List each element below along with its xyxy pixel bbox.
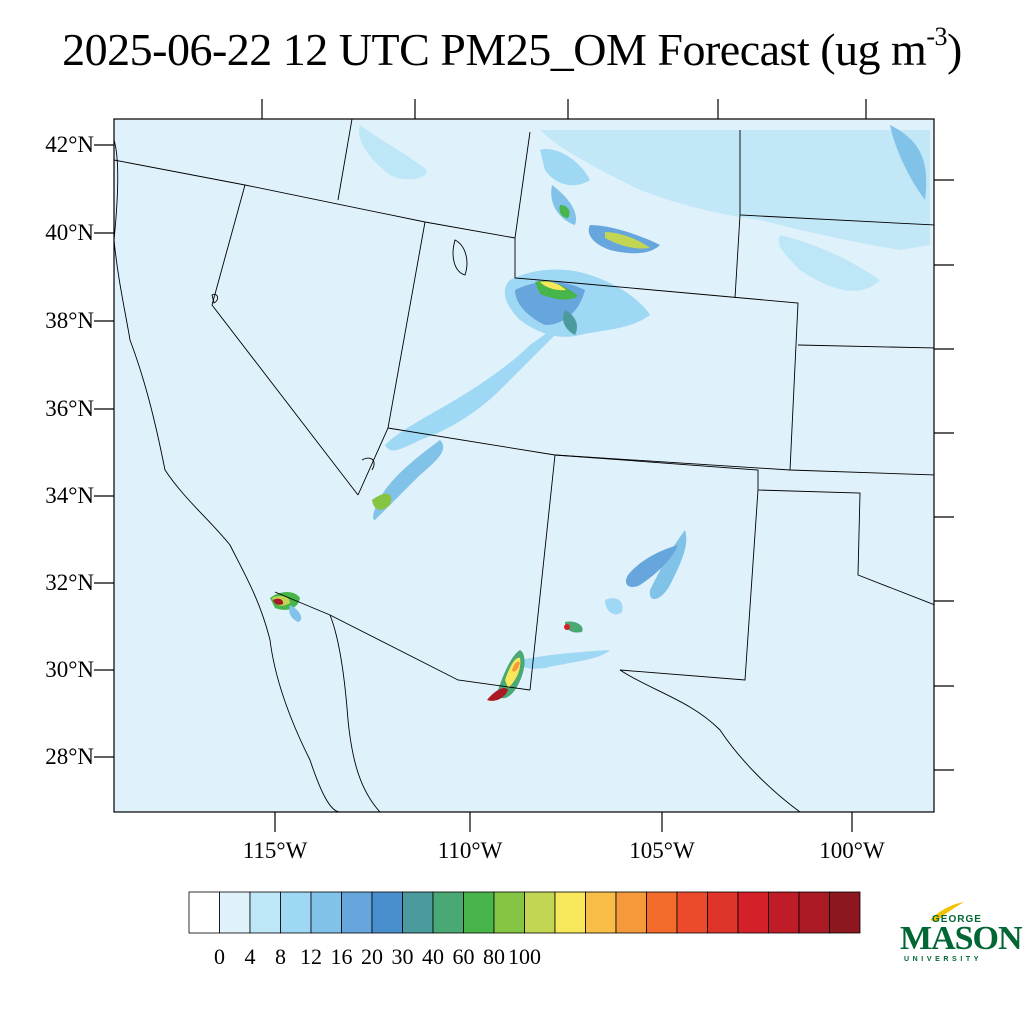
- lon-label-115: 115°W: [242, 838, 308, 863]
- colorbar-label: 20: [361, 944, 383, 969]
- lon-label-100: 100°W: [819, 838, 885, 863]
- colorbar-swatch: [798, 891, 830, 934]
- plume-arizona-diagonal: [385, 328, 560, 451]
- colorbar-swatch: [371, 891, 403, 934]
- colorbar-swatch: [219, 891, 251, 934]
- colorbar-swatch: [615, 891, 647, 934]
- colorbar-swatch: [432, 891, 464, 934]
- colorbar-swatch: [280, 891, 312, 934]
- logo-george: GEORGE: [932, 914, 982, 925]
- lat-label-34: 34°N: [45, 483, 94, 508]
- colorbar-swatch: [402, 891, 434, 934]
- lat-label-28: 28°N: [45, 744, 94, 769]
- lat-label-32: 32°N: [45, 570, 94, 595]
- colorbar-swatch: [341, 891, 373, 934]
- coastline: [114, 139, 801, 812]
- lon-label-110: 110°W: [437, 838, 503, 863]
- colorbar-swatch: [768, 891, 800, 934]
- logo-mason: MASON: [900, 920, 1023, 957]
- colorbar-label: 80: [483, 944, 505, 969]
- colorbar-label: 12: [300, 944, 322, 969]
- colorbar-label: 60: [452, 944, 475, 969]
- colorbar-swatch: [524, 891, 556, 934]
- colorbar-label: 8: [275, 944, 286, 969]
- colorbar-label: 0: [214, 944, 225, 969]
- colorbar-swatch: [249, 891, 281, 934]
- map-frame: [113, 118, 935, 813]
- colorbar-swatch: [737, 891, 769, 934]
- colorbar-label: 16: [330, 944, 353, 969]
- colorbar-label: 30: [391, 944, 414, 969]
- colorbar-swatch: [646, 891, 678, 934]
- colorbar-swatch: [310, 891, 342, 934]
- map-title: 2025-06-22 12 UTC PM25_OM Forecast (ug m…: [62, 22, 962, 75]
- title-exponent: -3: [926, 22, 948, 51]
- colorbar: [188, 891, 861, 934]
- colorbar-label: 100: [508, 944, 541, 969]
- map-ticks: [94, 99, 954, 832]
- lat-label-40: 40°N: [45, 220, 94, 245]
- colorbar-swatch: [554, 891, 586, 934]
- plume-wyoming: [359, 125, 427, 180]
- logo-swoosh-icon: [930, 902, 964, 922]
- colorbar-swatch: [463, 891, 495, 934]
- colorbar-swatch: [188, 891, 220, 934]
- colorbar-swatch: [585, 891, 617, 934]
- colorbar-label: 40: [422, 944, 444, 969]
- lat-label-42: 42°N: [45, 132, 94, 157]
- lat-label-38: 38°N: [45, 308, 94, 333]
- state-boundaries: [114, 119, 934, 691]
- map-background: [114, 119, 934, 812]
- lat-label-36: 36°N: [45, 396, 94, 421]
- george-mason-logo: GEORGE MASON UNIVERSITY: [898, 900, 1023, 970]
- colorbar-label: 4: [244, 944, 256, 969]
- lat-label-30: 30°N: [45, 657, 94, 682]
- colorbar-swatch: [676, 891, 708, 934]
- colorbar-swatch: [829, 891, 861, 934]
- colorbar-swatch: [707, 891, 739, 934]
- colorbar-swatch: [493, 891, 525, 934]
- logo-university: UNIVERSITY: [904, 956, 983, 963]
- lon-label-105: 105°W: [629, 838, 695, 863]
